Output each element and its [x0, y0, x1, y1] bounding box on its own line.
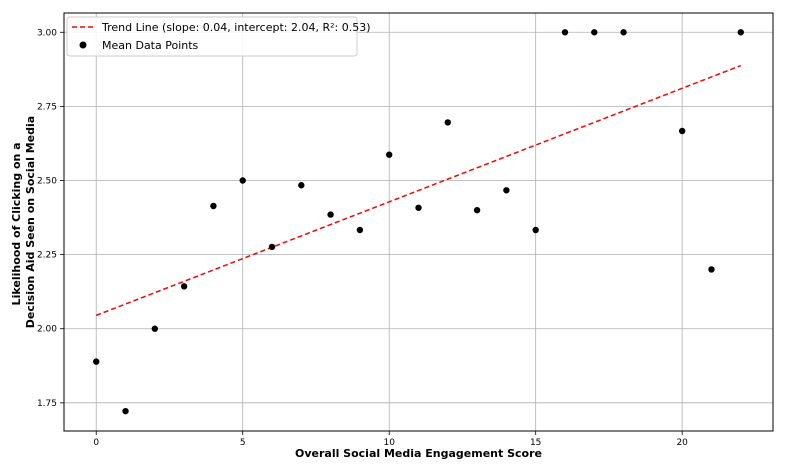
data-point [737, 29, 744, 36]
data-point [708, 266, 715, 273]
data-point [239, 177, 246, 184]
y-tick-label: 1.75 [37, 399, 57, 409]
x-tick-label: 20 [676, 438, 688, 448]
data-point [591, 29, 598, 36]
data-point [473, 206, 481, 214]
data-point [151, 325, 159, 332]
legend-box [66, 16, 358, 57]
trend-line [95, 64, 742, 317]
legend: Trend Line (slope: 0.04, intercept: 2.04… [66, 16, 371, 57]
scatter-points [93, 29, 744, 415]
y-axis-title-line-1: Likelihood of Clicking on a [10, 142, 23, 305]
data-point [386, 151, 393, 158]
y-axis-ticks: 1.75 2.00 2.25 2.50 2.75 3.00 [37, 28, 64, 409]
legend-mean-points-swatch [79, 41, 87, 49]
y-tick-label: 2.75 [37, 102, 57, 112]
data-point [327, 211, 334, 218]
y-axis-title: Likelihood of Clicking on a Decision Aid… [10, 116, 37, 328]
data-point [356, 226, 364, 234]
legend-mean-points-label: Mean Data Points [102, 39, 199, 52]
data-point [678, 127, 686, 135]
x-axis-ticks: 0 5 10 15 20 [93, 431, 688, 448]
data-point [298, 182, 305, 189]
y-tick-label: 2.50 [37, 176, 57, 186]
data-point [268, 243, 276, 251]
data-point [561, 29, 569, 36]
x-tick-label: 15 [530, 438, 541, 448]
y-axis-title-line-2: Decision Aid Seen on Social Media [24, 116, 37, 328]
x-tick-label: 0 [93, 438, 99, 448]
trend-line-layer [95, 64, 742, 317]
legend-trend-line-label: Trend Line (slope: 0.04, intercept: 2.04… [101, 21, 371, 34]
data-point [444, 119, 451, 126]
data-point [532, 226, 539, 234]
data-point [122, 407, 129, 415]
data-point [503, 187, 510, 194]
x-axis-title: Overall Social Media Engagement Score [295, 447, 542, 460]
x-tick-label: 5 [240, 438, 246, 448]
y-tick-label: 2.25 [37, 251, 57, 261]
data-point [180, 283, 188, 290]
y-tick-label: 2.00 [37, 325, 57, 335]
y-tick-label: 3.00 [37, 28, 57, 38]
x-tick-label: 10 [383, 438, 395, 448]
data-point [210, 202, 217, 210]
data-point [620, 29, 627, 36]
plot-frame [63, 12, 774, 432]
data-point [93, 358, 100, 365]
data-point [415, 204, 422, 211]
